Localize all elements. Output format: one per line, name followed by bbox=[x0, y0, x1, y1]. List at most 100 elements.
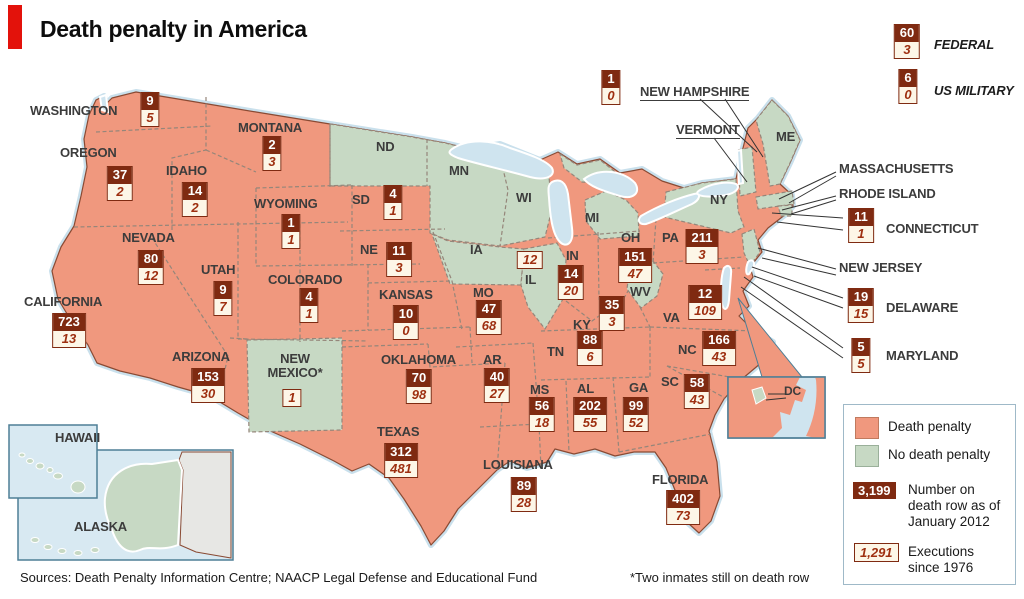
dc-district-shape bbox=[751, 386, 767, 405]
death-row-count: 37 bbox=[107, 167, 133, 183]
executions-count: 52 bbox=[623, 414, 649, 431]
lake-huron bbox=[582, 170, 639, 198]
death-row-count: 70 bbox=[406, 370, 432, 386]
legend-death-row-total: 3,199 bbox=[853, 482, 896, 499]
state-label-in: IN bbox=[566, 248, 579, 263]
stat-box-nm: 1 bbox=[282, 389, 302, 407]
stat-box-al: 202 55 bbox=[573, 397, 607, 432]
death-row-count: 19 bbox=[848, 289, 874, 305]
state-label-mi: MI bbox=[585, 210, 600, 225]
callout-label-new-jersey: NEW JERSEY bbox=[839, 260, 923, 275]
stat-box-ar: 40 27 bbox=[483, 368, 511, 403]
stat-box-ct: 11 1 bbox=[848, 208, 874, 243]
state-label-colorado: COLORADO bbox=[268, 272, 343, 287]
state-shape-maine bbox=[755, 99, 801, 187]
page-title: Death penalty in America bbox=[40, 16, 307, 42]
executions-count: 43 bbox=[684, 391, 710, 408]
state-label-california: CALIFORNIA bbox=[24, 294, 103, 309]
state-shape-massachusetts bbox=[755, 190, 795, 210]
executions-count: 73 bbox=[667, 507, 699, 524]
stat-box-or: 37 2 bbox=[106, 166, 134, 201]
state-label-ms: MS bbox=[530, 382, 550, 397]
sources-text: Sources: Death Penalty Information Centr… bbox=[20, 570, 538, 585]
death-row-count: 14 bbox=[182, 183, 208, 199]
economist-red-tab bbox=[8, 5, 22, 49]
state-label-pa: PA bbox=[662, 230, 679, 245]
death-row-count: 56 bbox=[529, 398, 555, 414]
stat-box-ca: 723 13 bbox=[52, 313, 86, 348]
executions-count: 1 bbox=[288, 390, 296, 405]
death-row-count: 723 bbox=[53, 314, 85, 330]
callout-leader-lines bbox=[699, 98, 844, 359]
death-row-count: 11 bbox=[849, 209, 873, 225]
dc-pointer-lines bbox=[765, 393, 787, 401]
executions-count: 3 bbox=[387, 259, 411, 276]
executions-count: 18 bbox=[529, 414, 555, 431]
callout-label-connecticut: CONNECTICUT bbox=[886, 221, 979, 236]
leader-massachusetts bbox=[778, 171, 837, 204]
executions-count: 27 bbox=[484, 385, 510, 402]
state-label-al: AL bbox=[577, 381, 594, 396]
leader-connecticut bbox=[771, 212, 844, 231]
leader-maryland bbox=[740, 276, 844, 359]
executions-count: 15 bbox=[848, 305, 874, 322]
stat-box-de: 19 15 bbox=[847, 288, 875, 323]
stat-box-federal: 60 3 bbox=[893, 24, 921, 59]
death-row-count: 9 bbox=[141, 93, 159, 109]
legend-swatch-no-death-penalty bbox=[855, 445, 879, 467]
death-row-count: 4 bbox=[384, 186, 402, 202]
state-label-va: VA bbox=[663, 310, 680, 325]
executions-count: 68 bbox=[476, 317, 502, 334]
state-label-ia: IA bbox=[470, 242, 483, 257]
executions-count: 6 bbox=[577, 348, 603, 365]
state-label-alaska: ALASKA bbox=[74, 519, 127, 534]
state-label-ky: KY bbox=[573, 317, 591, 332]
great-lakes bbox=[98, 93, 756, 310]
death-row-count: 1 bbox=[282, 215, 300, 231]
executions-count: 0 bbox=[393, 322, 419, 339]
state-label-wyoming: WYOMING bbox=[254, 196, 318, 211]
death-row-count: 1 bbox=[602, 71, 620, 87]
death-row-count: 151 bbox=[619, 249, 651, 265]
state-label-tn: TN bbox=[547, 344, 564, 359]
legend-executions-desc: Executions since 1976 bbox=[908, 544, 975, 575]
stat-box-fl: 402 73 bbox=[666, 490, 700, 525]
stat-box-ne: 11 3 bbox=[386, 242, 412, 277]
state-label-nd: ND bbox=[376, 139, 395, 154]
executions-count: 5 bbox=[141, 109, 159, 126]
executions-count: 28 bbox=[511, 494, 537, 511]
lake-erie bbox=[637, 192, 700, 226]
leader-vermont bbox=[713, 137, 748, 183]
death-row-count: 166 bbox=[703, 332, 735, 348]
state-label-me: ME bbox=[776, 129, 796, 144]
stat-box-la: 89 28 bbox=[510, 477, 538, 512]
leader-new-jersey bbox=[757, 247, 837, 276]
legend-death-row-desc: Number on death row as of January 2012 bbox=[908, 482, 1001, 529]
death-row-count: 211 bbox=[686, 230, 718, 246]
death-row-count: 2 bbox=[263, 137, 281, 153]
state-label-sd: SD bbox=[352, 192, 370, 207]
state-label-louisiana: LOUISIANA bbox=[483, 457, 553, 472]
state-label-sc: SC bbox=[661, 374, 679, 389]
death-row-count: 4 bbox=[300, 289, 318, 305]
callout-label-federal: FEDERAL bbox=[934, 37, 994, 52]
stat-box-tx: 312 481 bbox=[384, 443, 418, 478]
executions-count: 43 bbox=[703, 348, 735, 365]
executions-count: 55 bbox=[574, 414, 606, 431]
delaware-bay bbox=[745, 259, 756, 276]
callout-label-rhode-island: RHODE ISLAND bbox=[839, 186, 936, 201]
legend-label-death-penalty: Death penalty bbox=[888, 419, 972, 434]
leader-new-hampshire bbox=[699, 98, 764, 158]
stat-box-tn: 88 6 bbox=[576, 331, 604, 366]
state-label-ny: NY bbox=[710, 192, 728, 207]
hawaii-inset bbox=[8, 424, 98, 499]
leader-rhode-island bbox=[781, 195, 837, 215]
executions-count: 3 bbox=[686, 246, 718, 263]
stat-box-id: 14 2 bbox=[181, 182, 209, 217]
stat-box-ok: 70 98 bbox=[405, 369, 433, 404]
death-row-count: 6 bbox=[899, 70, 917, 86]
legend-label-no-death-penalty: No death penalty bbox=[888, 447, 991, 462]
